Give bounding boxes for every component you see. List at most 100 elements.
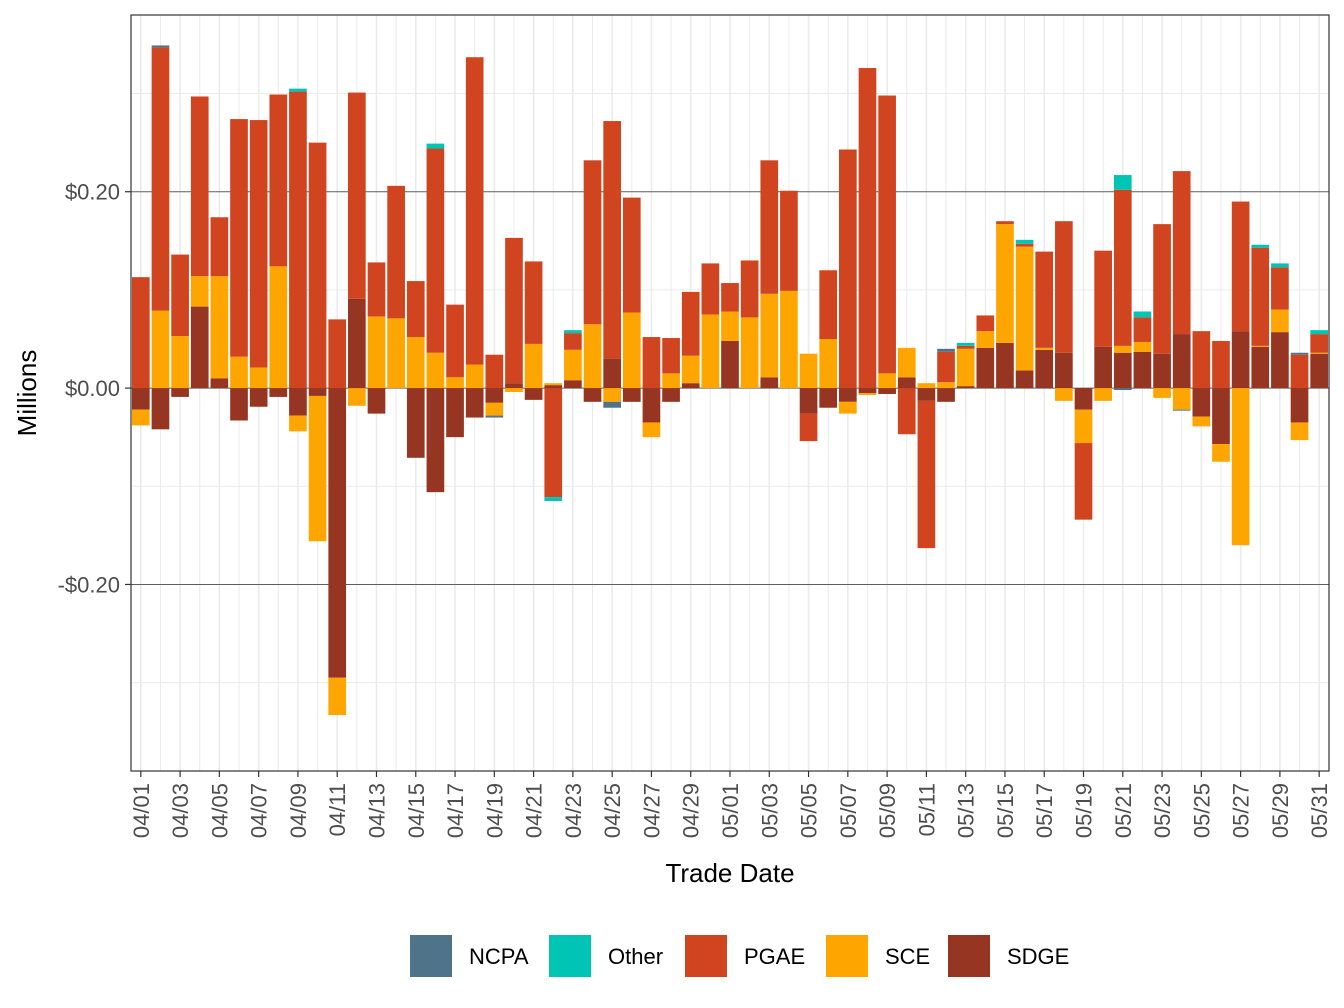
bar-segment-pgae-05-27 xyxy=(1231,201,1250,332)
bar-segment-pgae-04-29 xyxy=(681,291,700,356)
legend-key-other xyxy=(549,935,591,977)
bar-segment-sce-04-26 xyxy=(622,312,641,389)
bar-segment-sce-04-11 xyxy=(328,677,347,716)
bar-segment-sdge-04-19 xyxy=(485,388,504,403)
bar-segment-sdge-05-20 xyxy=(1094,346,1112,389)
bar-segment-pgae-04-06 xyxy=(230,119,248,357)
x-axis: 04/01 04/03 04/05 04/07 04/09 04/11 04/13 04/15… xyxy=(129,771,1332,838)
x-tick-label: 05/21 xyxy=(1111,783,1136,838)
bar-segment-sdge-05-26 xyxy=(1212,388,1230,445)
bar-segment-sdge-04-03 xyxy=(171,388,189,397)
bar-segment-sdge-04-05 xyxy=(210,378,229,389)
bar-segment-sce-04-03 xyxy=(171,336,189,389)
bar-segment-pgae-04-16 xyxy=(426,148,445,353)
bar-segment-sce-04-18 xyxy=(465,364,484,389)
bar-segment-ncpa-05-21 xyxy=(1113,388,1132,391)
bar-segment-sce-05-31 xyxy=(1310,352,1329,354)
x-tick-label: 04/27 xyxy=(639,783,664,838)
x-tick-label: 04/01 xyxy=(129,783,154,838)
x-tick-label: 04/19 xyxy=(482,783,507,838)
bar-segment-sce-05-28 xyxy=(1251,345,1270,347)
y-axis: -$0.20 $0.00 $0.20 xyxy=(58,180,131,597)
bar-segment-sce-05-14 xyxy=(976,331,995,348)
bar-segment-sce-04-01 xyxy=(131,409,150,426)
bar-segment-other-05-28 xyxy=(1251,244,1270,248)
bar-segment-sdge-05-11 xyxy=(917,388,936,401)
bar-segment-pgae-05-18 xyxy=(1055,221,1073,353)
bar-segment-sdge-05-12 xyxy=(937,388,955,402)
x-tick-label: 04/09 xyxy=(286,783,311,838)
bar-segment-pgae-05-09 xyxy=(878,95,896,374)
legend-key-sce xyxy=(826,935,868,977)
x-tick-label: 04/23 xyxy=(561,783,586,838)
bar-segment-sce-04-29 xyxy=(681,355,700,384)
bar-segment-sdge-05-19 xyxy=(1074,388,1093,410)
bar-segment-sdge-04-25 xyxy=(603,358,622,389)
bar-segment-pgae-04-01 xyxy=(131,277,150,389)
bar-segment-sce-04-19 xyxy=(485,402,504,416)
bar-segment-sdge-05-29 xyxy=(1271,332,1289,389)
bar-segment-ncpa-04-25 xyxy=(603,401,622,408)
bar-segment-pgae-04-20 xyxy=(505,237,523,384)
bar-segment-sce-04-27 xyxy=(642,422,661,438)
bar-segment-sce-05-02 xyxy=(740,317,759,389)
bar-segment-pgae-04-09 xyxy=(289,91,307,389)
bar-segment-other-05-29 xyxy=(1271,263,1289,268)
bar-segment-pgae-05-29 xyxy=(1271,267,1289,310)
bar-segment-ncpa-05-12 xyxy=(937,348,955,352)
bar-segment-sce-05-30 xyxy=(1290,422,1309,441)
x-tick-label: 05/11 xyxy=(914,783,939,836)
bar-segment-sce-04-06 xyxy=(230,356,248,389)
bar-segment-sdge-04-07 xyxy=(249,388,268,407)
bar-segment-other-05-13 xyxy=(956,342,975,346)
bar-segment-sdge-04-26 xyxy=(622,388,641,402)
bar-segment-pgae-05-11 xyxy=(917,400,936,549)
bar-segment-pgae-05-01 xyxy=(721,283,739,312)
bar-segment-sdge-04-12 xyxy=(348,298,366,389)
bar-segment-sdge-05-01 xyxy=(721,340,739,389)
bar-segment-sce-04-14 xyxy=(387,318,405,389)
x-tick-label: 05/03 xyxy=(757,783,782,838)
bar-segment-sdge-05-25 xyxy=(1192,388,1211,417)
bar-segment-pgae-05-14 xyxy=(976,315,995,332)
bar-segment-pgae-04-28 xyxy=(662,338,680,374)
bar-segment-pgae-04-21 xyxy=(524,261,543,344)
bar-segment-pgae-05-30 xyxy=(1290,354,1309,389)
bar-segment-sdge-04-17 xyxy=(446,388,464,438)
bar-segment-sce-05-26 xyxy=(1212,444,1230,462)
x-tick-label: 05/27 xyxy=(1229,783,1254,838)
bar-segment-sdge-04-15 xyxy=(406,388,425,458)
bars xyxy=(131,45,1329,716)
bar-segment-other-04-23 xyxy=(564,330,582,334)
bar-segment-pgae-04-13 xyxy=(367,262,386,317)
bar-segment-pgae-04-22 xyxy=(544,388,563,498)
bar-segment-sce-04-09 xyxy=(289,415,307,432)
bar-segment-sce-05-23 xyxy=(1153,388,1171,398)
bar-segment-pgae-05-31 xyxy=(1310,334,1329,353)
bar-segment-pgae-05-02 xyxy=(740,260,759,318)
x-tick-label: 05/19 xyxy=(1072,783,1097,838)
bar-segment-sdge-05-16 xyxy=(1015,370,1034,389)
x-tick-label: 04/21 xyxy=(522,783,547,838)
bar-segment-sdge-04-23 xyxy=(564,380,582,389)
bar-segment-sce-05-18 xyxy=(1055,388,1073,401)
bar-segment-sdge-05-03 xyxy=(760,377,779,389)
bar-segment-sce-04-12 xyxy=(348,388,366,406)
bar-segment-pgae-04-18 xyxy=(465,57,484,365)
bar-segment-sdge-04-24 xyxy=(583,388,602,402)
bar-segment-sce-04-05 xyxy=(210,276,229,379)
bar-segment-sce-04-08 xyxy=(269,266,288,389)
bar-segment-other-05-16 xyxy=(1015,239,1034,244)
bar-segment-sdge-04-11 xyxy=(328,388,347,678)
x-tick-label: 04/29 xyxy=(679,783,704,838)
bar-segment-other-05-22 xyxy=(1133,311,1152,318)
bar-segment-pgae-04-27 xyxy=(642,337,661,389)
bar-segment-sce-04-23 xyxy=(564,349,582,381)
legend-key-pgae xyxy=(685,935,727,977)
bar-segment-pgae-05-07 xyxy=(838,149,857,389)
bar-segment-sdge-05-10 xyxy=(897,377,916,389)
bar-segment-sce-05-16 xyxy=(1015,246,1034,371)
bar-segment-sdge-04-02 xyxy=(151,388,170,430)
bar-segment-sdge-04-18 xyxy=(465,388,484,418)
bar-segment-pgae-04-19 xyxy=(485,354,504,389)
